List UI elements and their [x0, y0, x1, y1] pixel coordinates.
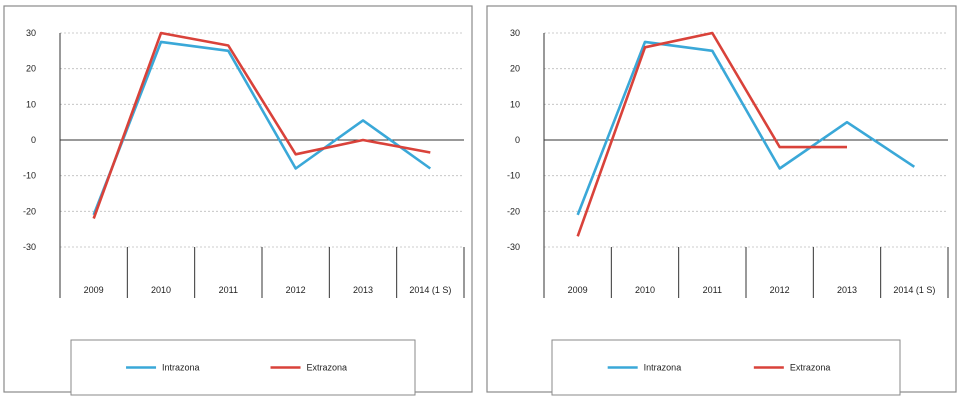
x-tick-label: 2010: [151, 285, 171, 295]
x-tick-label: 2009: [84, 285, 104, 295]
y-tick-label: 30: [26, 28, 36, 38]
series-line-intrazona: [576, 40, 916, 216]
legend-label-extrazona: Extrazona: [307, 363, 348, 373]
x-tick-label: 2014 (1 S): [409, 285, 451, 295]
y-tick-label: -30: [23, 242, 36, 252]
y-tick-label: 20: [510, 64, 520, 74]
series-line-extrazona: [92, 31, 431, 219]
y-tick-label: -30: [507, 242, 520, 252]
chart-frame: [3, 5, 473, 393]
x-tick-label: 2009: [568, 285, 588, 295]
y-tick-label: -10: [23, 171, 36, 181]
series-line-intrazona: [92, 40, 432, 216]
legend-label-extrazona: Extrazona: [790, 363, 831, 373]
chart-frame: [486, 5, 957, 393]
series-line-extrazona: [576, 31, 847, 237]
y-tick-label: 0: [515, 135, 520, 145]
legend-box: [551, 339, 901, 396]
legend-label-intrazona: Intrazona: [644, 363, 682, 373]
y-tick-label: -10: [507, 171, 520, 181]
y-tick-label: -20: [23, 206, 36, 216]
x-tick-label: 2011: [219, 285, 238, 295]
x-tick-label: 2012: [770, 285, 790, 295]
y-tick-label: 30: [510, 28, 520, 38]
x-tick-label: 2013: [837, 285, 857, 295]
x-tick-label: 2011: [703, 285, 722, 295]
x-tick-label: 2014 (1 S): [893, 285, 935, 295]
y-tick-label: 0: [31, 135, 36, 145]
legend-box: [70, 339, 416, 396]
x-tick-label: 2010: [635, 285, 655, 295]
y-tick-label: 20: [26, 64, 36, 74]
y-tick-label: 10: [510, 99, 520, 109]
legend-label-intrazona: Intrazona: [162, 363, 200, 373]
x-tick-label: 2013: [353, 285, 373, 295]
y-tick-label: -20: [507, 206, 520, 216]
x-tick-label: 2012: [286, 285, 306, 295]
y-tick-label: 10: [26, 99, 36, 109]
